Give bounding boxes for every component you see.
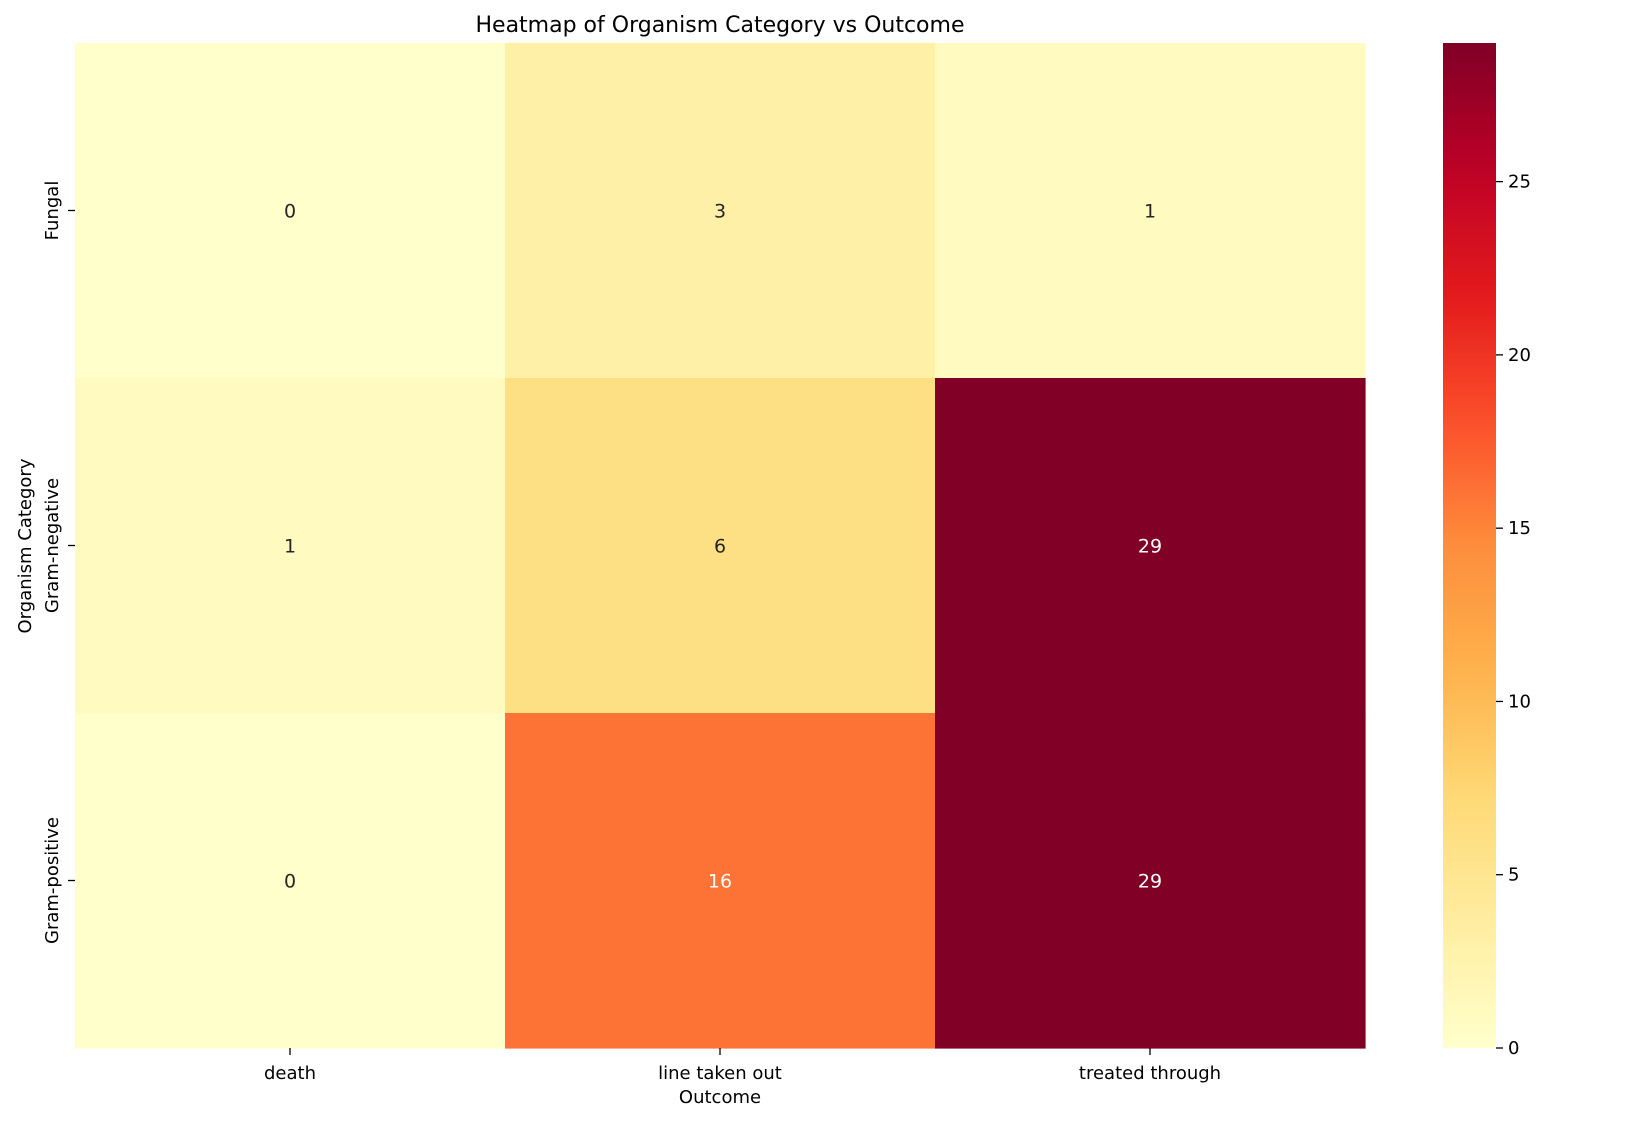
colorbar-tick-label: 15 — [1508, 518, 1531, 539]
colorbar-tick-label: 5 — [1508, 865, 1519, 886]
heatmap-cell — [505, 378, 936, 714]
x-tick-label: line taken out — [658, 1063, 782, 1084]
heatmap-cells — [75, 43, 1366, 1049]
y-axis-label: Organism Category — [15, 458, 36, 633]
colorbar-tick-label: 0 — [1508, 1038, 1519, 1059]
heatmap-cell — [75, 713, 506, 1049]
cell-value-label: 6 — [714, 536, 726, 558]
colorbar-tick-label: 10 — [1508, 691, 1531, 712]
cell-value-label: 16 — [708, 871, 732, 893]
heatmap-cell — [75, 43, 506, 379]
cell-value-label: 0 — [284, 871, 296, 893]
heatmap-cell — [505, 43, 936, 379]
x-tick-label: death — [264, 1063, 316, 1084]
colorbar-tick-label: 20 — [1508, 345, 1531, 366]
heatmap-cell — [505, 713, 936, 1049]
cell-value-label: 29 — [1138, 536, 1162, 558]
colorbar-gradient — [1443, 43, 1496, 1048]
cell-value-label: 1 — [1144, 201, 1156, 223]
heatmap-cell — [75, 378, 506, 714]
colorbar-ticks: 0 5 10 15 20 25 — [1496, 172, 1531, 1059]
chart-title: Heatmap of Organism Category vs Outcome — [476, 13, 965, 38]
cell-value-label: 3 — [714, 201, 726, 223]
heatmap-cell — [935, 378, 1366, 714]
x-axis: death line taken out treated through — [264, 1048, 1221, 1084]
colorbar: 0 5 10 15 20 25 — [1443, 43, 1531, 1059]
y-tick-label: Gram-positive — [42, 817, 63, 944]
colorbar-tick-label: 25 — [1508, 172, 1531, 193]
y-tick-label: Gram-negative — [42, 478, 63, 613]
x-tick-label: treated through — [1079, 1063, 1221, 1084]
cell-value-label: 0 — [284, 201, 296, 223]
y-tick-label: Fungal — [42, 181, 63, 241]
x-axis-label: Outcome — [679, 1087, 761, 1108]
cell-value-label: 29 — [1138, 871, 1162, 893]
y-axis: Fungal Gram-negative Gram-positive — [42, 181, 75, 944]
heatmap-cell-labels: 0 3 11 6 290 16 29 — [284, 201, 1162, 893]
heatmap-cell — [935, 43, 1366, 379]
heatmap-cell — [935, 713, 1366, 1049]
cell-value-label: 1 — [284, 536, 296, 558]
